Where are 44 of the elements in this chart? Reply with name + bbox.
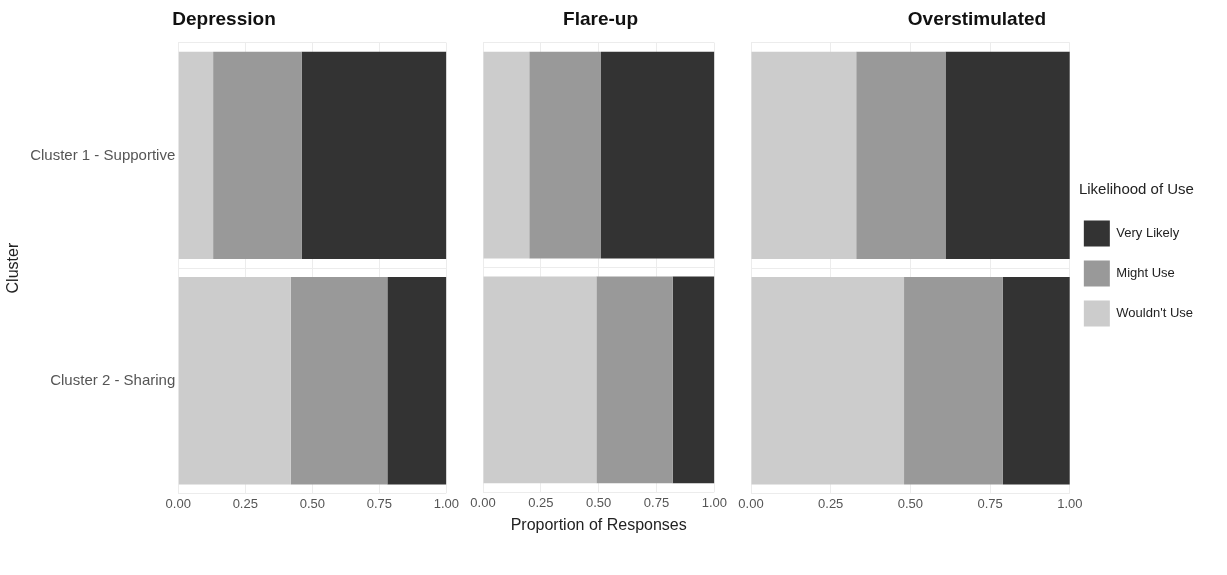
- bar: [178, 277, 291, 485]
- legend-label: Very Likely: [1116, 225, 1180, 241]
- chart-title: Depression: [172, 7, 276, 29]
- bar: [213, 51, 302, 260]
- x-tick-label: 0.25: [818, 495, 844, 511]
- bar: [387, 277, 447, 485]
- legend-label: Wouldn't Use: [1116, 305, 1193, 321]
- x-tick-label: 0.00: [165, 495, 191, 511]
- chart-title: Overstimulated: [907, 7, 1047, 29]
- x-tick-label: 0.25: [232, 495, 258, 511]
- bar: [1002, 277, 1070, 485]
- bar: [751, 277, 905, 485]
- bar: [945, 51, 1070, 260]
- x-tick-label: 0.50: [897, 495, 924, 511]
- bar: [856, 51, 946, 260]
- bar: [596, 276, 673, 484]
- bar: [751, 51, 857, 260]
- bar: [600, 51, 715, 259]
- x-tick-label: 1.00: [433, 495, 460, 511]
- bar: [178, 51, 214, 260]
- y-tick-label: Cluster 2 - Sharing: [50, 370, 176, 388]
- x-axis-title: Proportion of Responses: [510, 515, 687, 533]
- x-tick-label: 0.00: [738, 495, 764, 511]
- bar: [290, 277, 388, 485]
- x-tick-label: 0.00: [470, 494, 496, 510]
- bar: [529, 51, 601, 259]
- bar: [483, 276, 597, 484]
- y-tick-label: Cluster 1 - Supportive: [30, 145, 176, 163]
- bar: [904, 277, 1003, 485]
- x-tick-label: 1.00: [1057, 495, 1083, 511]
- bar: [483, 51, 530, 259]
- x-tick-label: 0.75: [977, 495, 1003, 511]
- legend-label: Might Use: [1116, 265, 1175, 281]
- x-tick-label: 0.75: [643, 494, 670, 510]
- x-tick-label: 0.75: [366, 495, 392, 511]
- bar: [301, 51, 447, 260]
- x-tick-label: 0.25: [528, 494, 554, 510]
- x-tick-label: 0.50: [586, 494, 612, 510]
- chart-title: Flare-up: [563, 7, 638, 29]
- x-tick-label: 1.00: [701, 494, 728, 510]
- bar: [672, 276, 715, 484]
- legend-title: Likelihood of Use: [1078, 180, 1194, 198]
- x-tick-label: 0.50: [299, 495, 325, 511]
- y-axis-title: Cluster: [4, 242, 22, 294]
